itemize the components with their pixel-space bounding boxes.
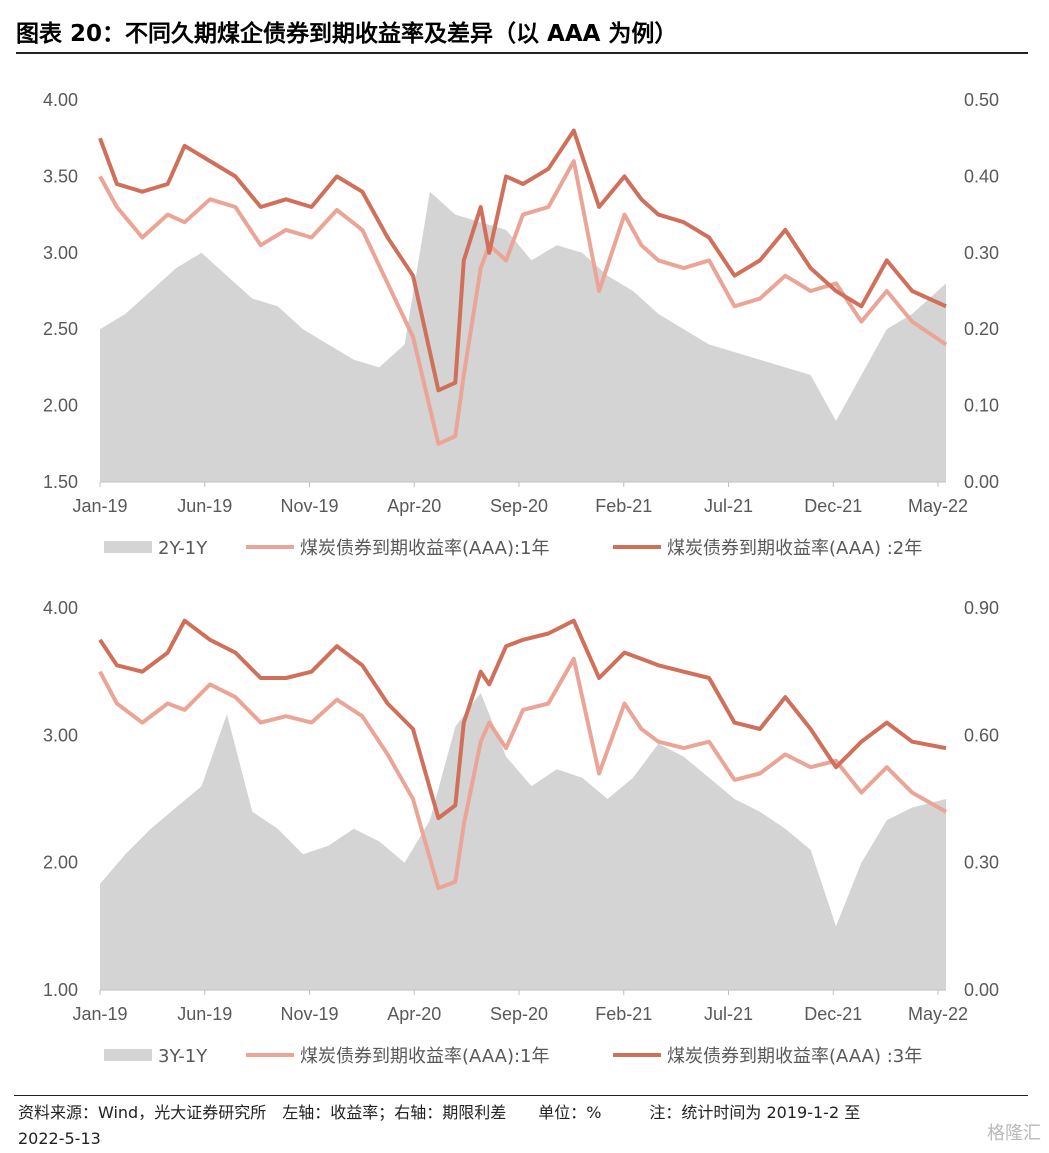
y-left-tick-label: 3.50	[43, 166, 78, 186]
y-left-tick-label: 3.00	[43, 725, 78, 745]
x-tick-label: Jul-21	[704, 496, 753, 516]
y-left-tick-label: 1.50	[43, 472, 78, 492]
legend-label: 煤炭债券到期收益率(AAA) :2年	[667, 538, 922, 559]
legend-label: 煤炭债券到期收益率(AAA) :3年	[667, 1046, 922, 1067]
y-right-tick-label: 0.30	[964, 853, 999, 873]
series-area-spread	[100, 191, 946, 482]
x-tick-label: Apr-20	[387, 496, 441, 516]
x-tick-label: May-22	[908, 1004, 968, 1024]
series-line-long	[98, 618, 947, 821]
source-note: 资料来源：Wind，光大证券研究所 左轴：收益率；右轴：期限利差 单位：% 注：…	[18, 1100, 1018, 1152]
y-right-tick-label: 0.30	[964, 243, 999, 263]
series-line-long	[98, 128, 947, 393]
legend-label: 2Y-1Y	[158, 538, 208, 559]
source-note-line1: 资料来源：Wind，光大证券研究所 左轴：收益率；右轴：期限利差 单位：% 注：…	[18, 1103, 861, 1122]
x-tick-label: Jul-21	[704, 1004, 753, 1024]
chart-2y-1y: 4.00 3.50 3.00 2.50 2.00 1.50 0.50 0.40 0.30 0.20…	[43, 90, 999, 559]
legend-swatch-spread	[104, 541, 152, 553]
x-tick-label: May-22	[908, 496, 968, 516]
legend-label: 煤炭债券到期收益率(AAA):1年	[300, 538, 550, 559]
x-tick-label: Jun-19	[177, 1004, 232, 1024]
y-right-tick-label: 0.60	[964, 725, 999, 745]
y-left-tick-label: 2.50	[43, 319, 78, 339]
y-left-tick-label: 2.00	[43, 396, 78, 416]
x-tick-label: Dec-21	[804, 1004, 862, 1024]
legend-label: 煤炭债券到期收益率(AAA):1年	[300, 1046, 550, 1067]
chart-title: 图表 20：不同久期煤企债券到期收益率及差异（以 AAA 为例）	[16, 21, 678, 47]
x-tick-label: Feb-21	[595, 496, 652, 516]
y-left-tick-label: 2.00	[43, 853, 78, 873]
footer-divider	[14, 1095, 1028, 1096]
x-tick-label: Apr-20	[387, 1004, 441, 1024]
x-tick-label: Sep-20	[490, 1004, 548, 1024]
source-note-line2: 2022-5-13	[18, 1129, 101, 1148]
watermark-logo: 格隆汇	[987, 1123, 1041, 1144]
y-left-tick-label: 4.00	[43, 598, 78, 618]
x-tick-label: Jan-19	[72, 496, 127, 516]
legend-label: 3Y-1Y	[158, 1046, 208, 1067]
y-right-tick-label: 0.50	[964, 90, 999, 110]
series-area-spread	[100, 692, 946, 990]
legend-swatch-spread	[104, 1049, 152, 1061]
x-tick-label: Nov-19	[280, 1004, 338, 1024]
x-tick-label: Dec-21	[804, 496, 862, 516]
series-line-1y	[98, 656, 947, 891]
x-tick-label: Sep-20	[490, 496, 548, 516]
y-right-tick-label: 0.00	[964, 472, 999, 492]
y-right-tick-label: 0.20	[964, 319, 999, 339]
y-left-tick-label: 4.00	[43, 90, 78, 110]
title-bar: 图表 20：不同久期煤企债券到期收益率及差异（以 AAA 为例）	[16, 14, 1028, 54]
y-right-tick-label: 0.00	[964, 980, 999, 1000]
y-right-tick-label: 0.90	[964, 598, 999, 618]
x-tick-label: Jan-19	[72, 1004, 127, 1024]
series-line-1y	[98, 159, 948, 446]
chart-3y-1y: 4.00 3.00 2.00 1.00 0.90 0.60 0.30 0.00 Jan-19 Ju…	[43, 598, 999, 1067]
y-right-tick-label: 0.40	[964, 166, 999, 186]
y-right-tick-label: 0.10	[964, 396, 999, 416]
x-tick-label: Nov-19	[280, 496, 338, 516]
y-left-tick-label: 3.00	[43, 243, 78, 263]
x-tick-label: Feb-21	[595, 1004, 652, 1024]
y-left-tick-label: 1.00	[43, 980, 78, 1000]
x-tick-label: Jun-19	[177, 496, 232, 516]
